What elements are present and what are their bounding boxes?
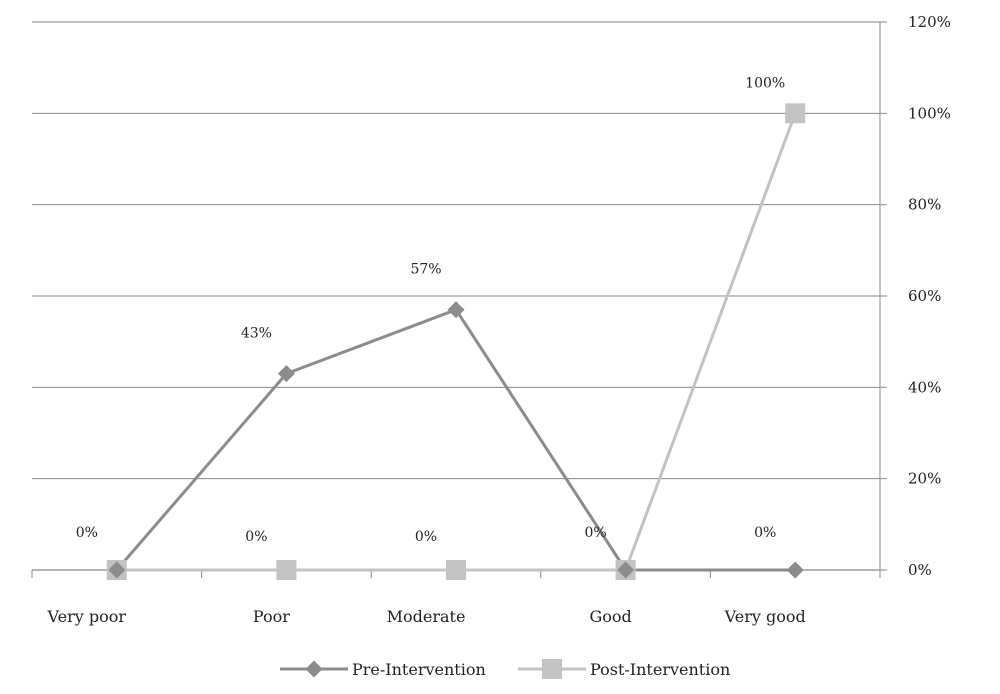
legend-marker <box>305 660 323 678</box>
data-point-pre-intervention <box>786 561 804 579</box>
data-label: 0% <box>245 529 267 545</box>
data-point-pre-intervention <box>277 365 295 383</box>
y-tick-label: 100% <box>908 104 951 122</box>
x-category-label: Poor <box>253 607 290 626</box>
x-category-label: Very poor <box>47 607 127 626</box>
data-point-pre-intervention <box>447 301 465 319</box>
x-category-label: Moderate <box>387 607 466 626</box>
data-point-pre-intervention <box>617 561 635 579</box>
data-label: 0% <box>584 525 606 541</box>
series-line-post-intervention <box>116 112 797 572</box>
data-point-pre-intervention <box>108 561 126 579</box>
data-label: 100% <box>745 75 785 91</box>
legend-label: Post-Intervention <box>590 660 730 679</box>
data-label: 43% <box>241 326 272 342</box>
data-labels: 0% 43% 57% 0% 0% 0% 0% 100% <box>76 75 786 545</box>
data-label: 0% <box>76 525 98 541</box>
series <box>106 103 806 580</box>
series-line-pre-intervention <box>115 308 796 572</box>
y-tick-label: 120% <box>908 13 951 31</box>
x-category-label: Very good <box>724 607 806 626</box>
axes: 0% 20% 40% 60% 80% 100% 120% Very poor Poor Moder… <box>31 13 951 626</box>
y-tick-label: 0% <box>908 561 932 579</box>
x-category-label: Good <box>589 607 631 626</box>
legend-marker <box>542 659 562 679</box>
y-tick-label: 20% <box>908 470 941 488</box>
legend: Pre-Intervention Post-Intervention <box>280 659 730 679</box>
data-label: 0% <box>754 525 776 541</box>
data-point-post-intervention <box>785 103 806 124</box>
y-tick-label: 80% <box>908 196 941 214</box>
data-point-post-intervention <box>446 560 466 580</box>
data-point-post-intervention <box>276 560 297 580</box>
data-label: 57% <box>410 262 441 278</box>
y-tick-label: 40% <box>908 378 941 396</box>
gridlines <box>32 21 880 480</box>
legend-label: Pre-Intervention <box>352 660 486 679</box>
data-label: 0% <box>415 529 437 545</box>
y-tick-label: 60% <box>908 287 941 305</box>
